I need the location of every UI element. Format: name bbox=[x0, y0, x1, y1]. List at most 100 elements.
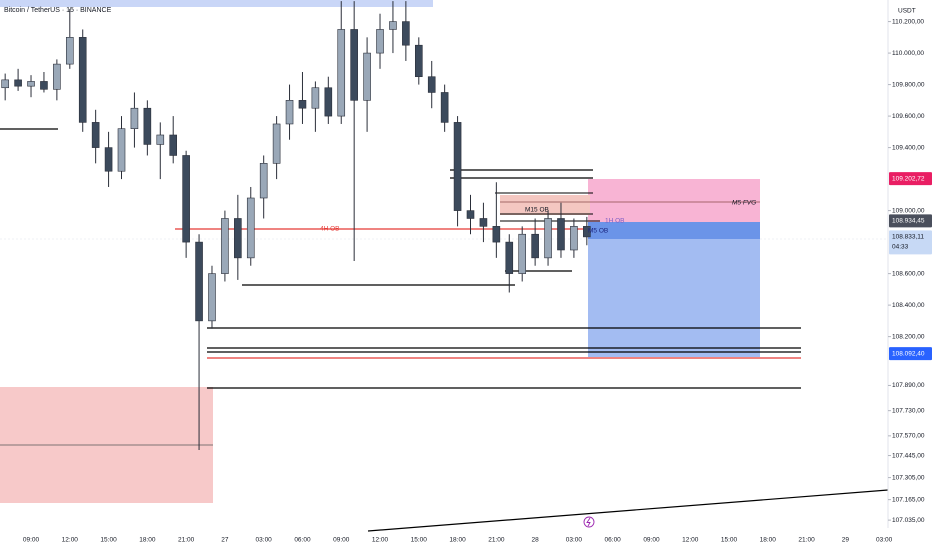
annotation: M15 OB bbox=[525, 207, 549, 214]
candle-body bbox=[518, 233, 527, 274]
price-label: 108.934,45 bbox=[892, 218, 925, 225]
candle-body bbox=[402, 21, 410, 46]
x-tick-label: 12:00 bbox=[62, 537, 79, 544]
candle-body bbox=[195, 241, 203, 322]
candle-body bbox=[156, 134, 165, 145]
drawings bbox=[0, 0, 889, 532]
candle-body bbox=[414, 44, 423, 78]
x-tick-label: 29 bbox=[842, 537, 850, 544]
candle-body bbox=[1, 79, 9, 89]
candle-body bbox=[169, 134, 178, 156]
y-tick-label: 107.305,00 bbox=[892, 474, 925, 481]
candle-body bbox=[40, 81, 48, 90]
price-label: 109.202,72 bbox=[892, 175, 925, 182]
countdown: 04:33 bbox=[892, 244, 909, 251]
candle-body bbox=[427, 76, 436, 93]
y-tick-label: 107.035,00 bbox=[892, 517, 925, 524]
candle-body bbox=[557, 218, 565, 251]
candle-body bbox=[27, 81, 35, 87]
candle-body bbox=[91, 122, 100, 148]
candle-body bbox=[143, 107, 152, 145]
x-tick-label: 12:00 bbox=[372, 537, 389, 544]
candle-body bbox=[453, 122, 462, 211]
axis-unit: USDT bbox=[898, 8, 916, 15]
candle-body bbox=[104, 147, 113, 172]
x-tick-label: 15:00 bbox=[100, 537, 117, 544]
candle-body bbox=[234, 218, 242, 259]
candle-body bbox=[246, 197, 255, 259]
candle-body bbox=[337, 29, 346, 117]
candle-body bbox=[298, 100, 307, 109]
y-tick-label: 108.600,00 bbox=[892, 270, 925, 277]
x-tick-label: 18:00 bbox=[760, 537, 777, 544]
x-tick-label: 21:00 bbox=[798, 537, 815, 544]
price-label: 108.833,11 bbox=[892, 234, 924, 241]
candle-body bbox=[78, 37, 87, 123]
labels: 4H OB M15 OB 1H OB M5 OB M5 FVG Bitcoin … bbox=[4, 7, 916, 235]
y-tick-label: 108.400,00 bbox=[892, 302, 925, 309]
candle-body bbox=[531, 233, 539, 259]
x-tick-label: 28 bbox=[532, 537, 540, 544]
candle-body bbox=[272, 123, 281, 164]
candle-body bbox=[583, 226, 591, 238]
y-tick-label: 109.600,00 bbox=[892, 113, 925, 120]
x-tick-label: 15:00 bbox=[411, 537, 428, 544]
price-label-box bbox=[889, 347, 932, 361]
y-tick-label: 110.200,00 bbox=[892, 18, 924, 25]
candle-body bbox=[285, 100, 294, 125]
candles bbox=[1, 1, 591, 451]
y-tick-label: 107.165,00 bbox=[892, 496, 925, 503]
annotation: 4H OB bbox=[320, 226, 340, 233]
candle-body bbox=[130, 107, 139, 129]
y-tick-label: 107.730,00 bbox=[892, 407, 925, 414]
y-tick-label: 108.200,00 bbox=[892, 333, 925, 340]
candle-body bbox=[544, 218, 552, 259]
candle-body bbox=[65, 37, 74, 65]
candle-body bbox=[221, 218, 229, 274]
candle-body bbox=[14, 79, 22, 87]
candle-body bbox=[182, 155, 190, 243]
x-tick-label: 06:00 bbox=[294, 537, 311, 544]
price-label-box bbox=[889, 230, 932, 255]
y-tick-label: 109.800,00 bbox=[892, 81, 925, 88]
symbol-title: Bitcoin / TetherUS · 15 · BINANCE bbox=[4, 7, 112, 14]
candle-body bbox=[53, 63, 61, 90]
candle-body bbox=[466, 210, 475, 219]
y-tick-label: 107.445,00 bbox=[892, 452, 925, 459]
x-tick-label: 21:00 bbox=[178, 537, 195, 544]
y-tick-label: 109.000,00 bbox=[892, 207, 925, 214]
candle-body bbox=[117, 128, 126, 172]
x-tick-label: 06:00 bbox=[605, 537, 622, 544]
candle-body bbox=[389, 21, 397, 30]
candle-body bbox=[350, 29, 358, 101]
price-label: 108.092,40 bbox=[892, 350, 925, 357]
candle-body bbox=[311, 87, 320, 109]
x-tick-label: 03:00 bbox=[876, 537, 893, 544]
candle-body bbox=[259, 163, 268, 199]
x-tick-label: 03:00 bbox=[566, 537, 583, 544]
candle-body bbox=[363, 52, 371, 101]
candle-body bbox=[324, 87, 333, 117]
x-tick-label: 09:00 bbox=[643, 537, 660, 544]
x-tick-label: 21:00 bbox=[488, 537, 505, 544]
candle-body bbox=[492, 226, 501, 243]
x-tick-label: 09:00 bbox=[23, 537, 40, 544]
price-label-box bbox=[889, 214, 932, 228]
annotation: M5 FVG bbox=[732, 200, 756, 207]
y-tick-label: 109.400,00 bbox=[892, 144, 925, 151]
y-tick-label: 107.890,00 bbox=[892, 382, 925, 389]
y-tick-label: 110.000,00 bbox=[892, 50, 924, 57]
candle-body bbox=[505, 241, 514, 274]
annotation: 1H OB bbox=[605, 218, 625, 225]
x-tick-label: 12:00 bbox=[682, 537, 699, 544]
x-tick-label: 03:00 bbox=[256, 537, 273, 544]
price-label-box bbox=[889, 172, 932, 186]
y-tick-label: 107.570,00 bbox=[892, 433, 925, 440]
x-tick-label: 18:00 bbox=[449, 537, 466, 544]
candle-body bbox=[208, 273, 216, 322]
x-tick-label: 09:00 bbox=[333, 537, 350, 544]
candle-body bbox=[479, 218, 488, 227]
candle-body bbox=[440, 92, 449, 123]
annotation: M5 OB bbox=[588, 228, 608, 235]
